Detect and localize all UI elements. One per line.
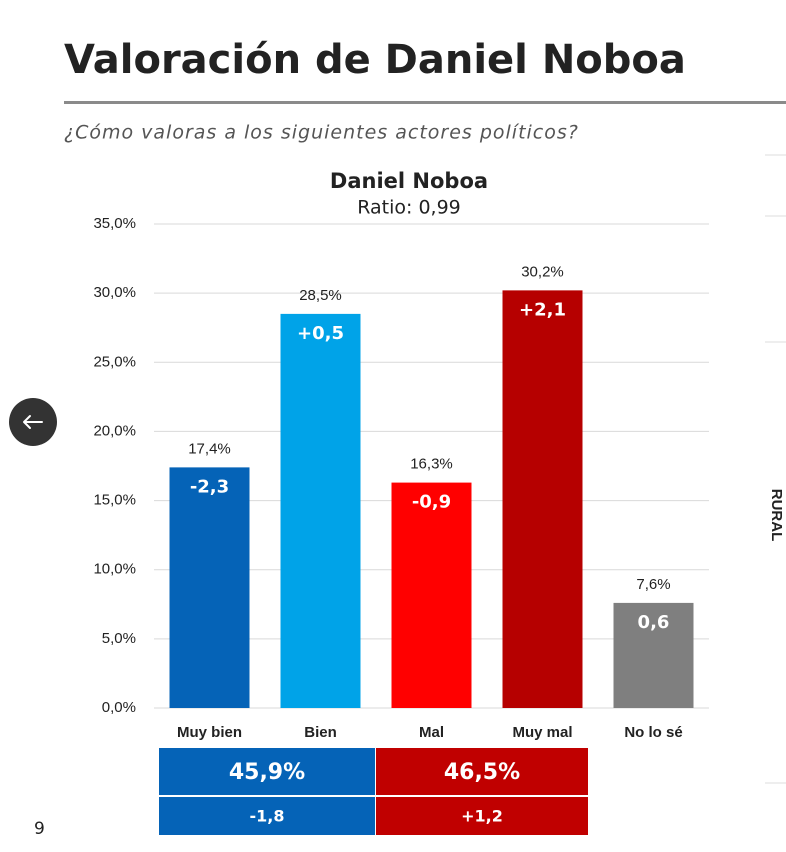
y-tick-label: 20,0% — [93, 422, 136, 439]
x-tick-label: Bien — [304, 724, 337, 741]
summary-total: 45,9% — [229, 760, 305, 785]
y-tick-label: 30,0% — [93, 284, 136, 301]
bar — [613, 602, 694, 708]
value-label: 7,6% — [636, 576, 670, 593]
side-label: RURAL — [768, 489, 785, 542]
summary-change: -1,8 — [250, 807, 285, 826]
bar — [502, 290, 583, 708]
question: ¿Cómo valoras a los siguientes actores p… — [64, 122, 579, 144]
value-label: 30,2% — [521, 263, 564, 280]
value-label: 17,4% — [188, 440, 231, 457]
y-tick-label: 35,0% — [93, 215, 136, 232]
change-label: -0,9 — [412, 492, 451, 513]
x-tick-label: Mal — [419, 724, 444, 741]
back-button[interactable] — [9, 398, 57, 446]
chart-subtitle: Ratio: 0,99 — [357, 197, 461, 219]
x-tick-label: Muy mal — [512, 724, 572, 741]
bar — [169, 467, 250, 708]
y-tick-label: 10,0% — [93, 561, 136, 578]
bar — [280, 313, 361, 708]
y-tick-label: 25,0% — [93, 353, 136, 370]
y-tick-label: 5,0% — [102, 630, 136, 647]
title-rule — [64, 101, 786, 104]
back-arrow[interactable] — [23, 415, 43, 429]
side-lines — [765, 154, 786, 784]
chart-title: Daniel Noboa — [330, 169, 488, 193]
change-label: 0,6 — [638, 612, 670, 633]
change-label: +0,5 — [297, 323, 344, 344]
summary-cell — [376, 797, 588, 835]
summary-cell — [159, 748, 375, 795]
y-tick-label: 15,0% — [93, 492, 136, 509]
bar — [391, 482, 472, 708]
page-title: Valoración de Daniel Noboa — [64, 37, 686, 83]
change-label: -2,3 — [190, 476, 229, 497]
change-label: +2,1 — [519, 299, 566, 320]
y-tick-label: 0,0% — [102, 699, 136, 716]
x-tick-label: Muy bien — [177, 724, 242, 741]
summary-change: +1,2 — [461, 807, 503, 826]
page-number: 9 — [34, 819, 45, 839]
summary-cell — [159, 797, 375, 835]
value-label: 16,3% — [410, 456, 453, 473]
summary-total: 46,5% — [444, 760, 520, 785]
value-label: 28,5% — [299, 287, 342, 304]
summary-cell — [376, 748, 588, 795]
x-tick-label: No lo sé — [624, 724, 682, 741]
